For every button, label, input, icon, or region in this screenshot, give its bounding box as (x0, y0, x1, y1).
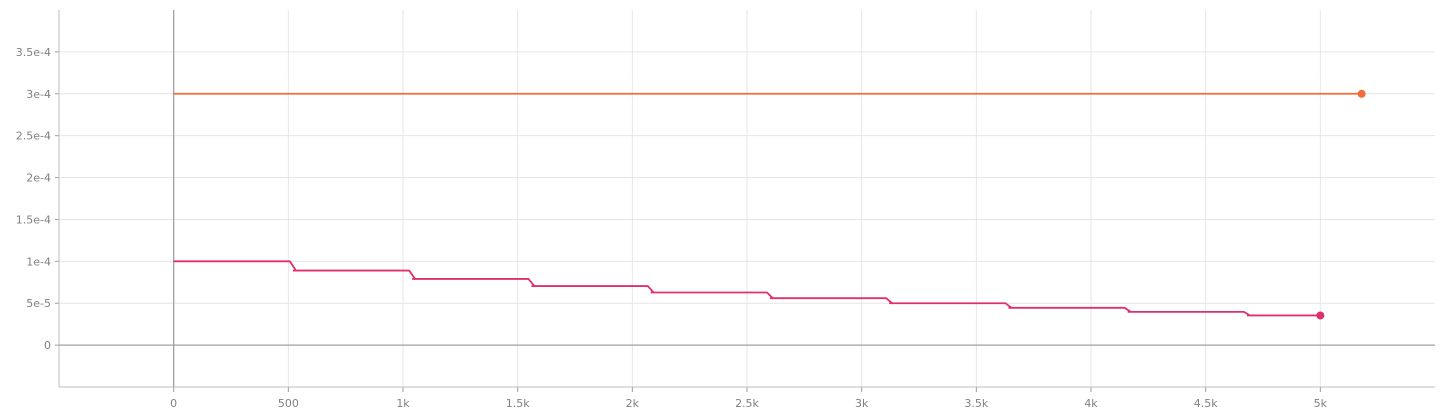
x-tick-label: 3k (855, 397, 869, 410)
y-tick-label: 3e-4 (26, 88, 51, 101)
y-axis-tick-labels: 0 5e-5 1e-4 1.5e-4 2e-4 2.5e-4 3e-4 3.5e-4 (16, 46, 51, 352)
x-tick-label: 2k (626, 397, 640, 410)
x-tick-label: 0 (170, 397, 177, 410)
series-line (173, 260, 1324, 317)
y-tick-label: 2.5e-4 (16, 130, 51, 143)
x-axis-tick-labels: 0 500 1k 1.5k 2k 2.5k 3k 3.5k 4k 4.5k 5k (170, 397, 1327, 410)
series-group (173, 89, 1366, 320)
x-tick-label: 2.5k (735, 397, 759, 410)
x-tick-label: 4.5k (1194, 397, 1218, 410)
y-tick-label: 1.5e-4 (16, 213, 51, 226)
x-tick-label: 1k (396, 397, 410, 410)
y-tick-label: 2e-4 (26, 172, 51, 185)
x-tick-label: 5k (1314, 397, 1328, 410)
x-tick-label: 4k (1084, 397, 1098, 410)
x-tick-label: 1.5k (506, 397, 530, 410)
series-end-point (1357, 89, 1366, 98)
axes (55, 10, 1435, 392)
y-tick-label: 5e-5 (26, 297, 51, 310)
series-end-point (1316, 311, 1325, 320)
y-tick-label: 1e-4 (26, 255, 51, 268)
y-tick-label: 0 (44, 339, 51, 352)
x-tick-label: 500 (278, 397, 299, 410)
grid (59, 10, 1435, 387)
series-2 (173, 260, 1325, 320)
x-tick-label: 3.5k (964, 397, 988, 410)
series-1 (173, 89, 1366, 98)
y-tick-label: 3.5e-4 (16, 46, 51, 59)
